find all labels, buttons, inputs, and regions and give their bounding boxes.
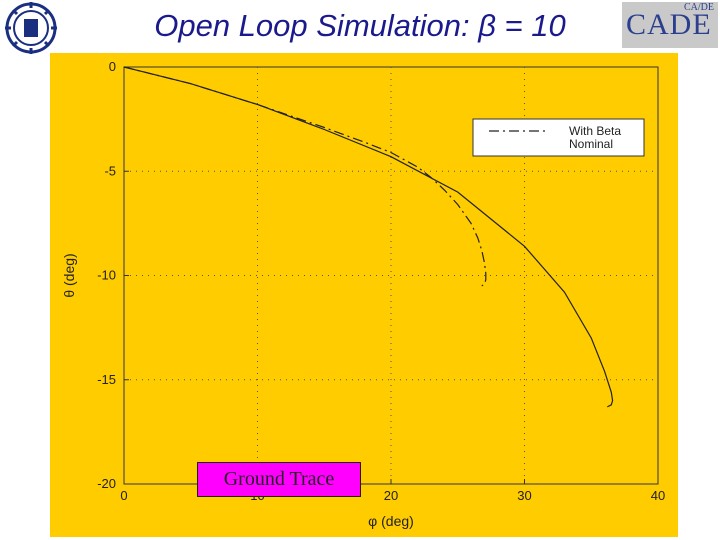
- y-tick-label: -5: [104, 163, 116, 178]
- ground-trace-label: Ground Trace: [197, 462, 361, 497]
- series-line-nominal: [123, 66, 614, 408]
- cade-logo: CADE CA/DE: [622, 2, 718, 48]
- slide-title: Open Loop Simulation: β = 10: [154, 8, 566, 43]
- y-axis-label: θ (deg): [61, 253, 77, 297]
- y-tick-label: -20: [97, 476, 116, 491]
- y-tick-label: 0: [109, 59, 116, 74]
- legend-entry: Nominal: [569, 137, 613, 151]
- chart-panel: 0102030400-5-10-15-20φ (deg)θ (deg)With …: [50, 53, 678, 537]
- x-axis-label: φ (deg): [368, 513, 414, 529]
- ground-trace-chart: 0102030400-5-10-15-20φ (deg)θ (deg)With …: [61, 59, 665, 529]
- x-tick-label: 30: [517, 488, 531, 503]
- cade-logo-small-text: CA/DE: [684, 2, 714, 13]
- institute-logo: [5, 2, 57, 54]
- series-line-with-beta: [123, 66, 487, 287]
- legend-box: [472, 118, 645, 157]
- x-tick-label: 20: [384, 488, 398, 503]
- y-tick-label: -15: [97, 372, 116, 387]
- x-tick-label: 40: [651, 488, 665, 503]
- cade-logo-text: CADE: [626, 8, 712, 41]
- legend-entry: With Beta: [569, 124, 621, 138]
- x-tick-label: 0: [120, 488, 127, 503]
- y-tick-label: -10: [97, 268, 116, 283]
